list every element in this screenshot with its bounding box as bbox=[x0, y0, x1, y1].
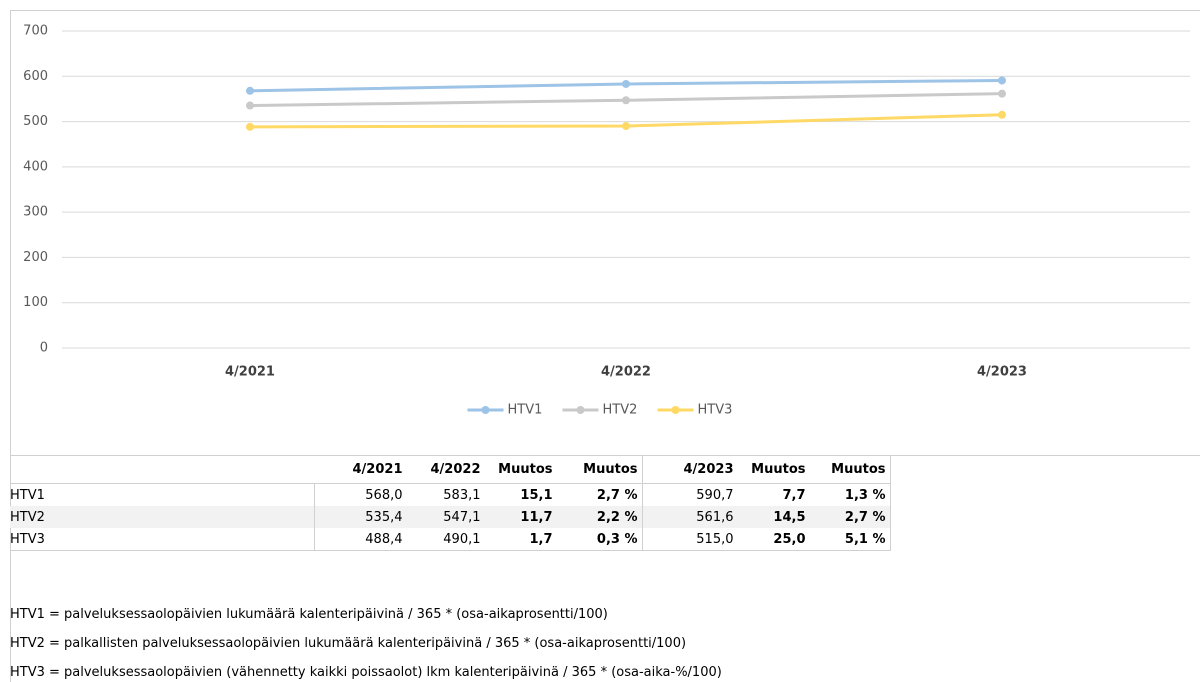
header-row: 4/2021 4/2022 Muutos Muutos 4/2023 Muutos Muut… bbox=[10, 455, 891, 484]
border bbox=[10, 10, 1200, 11]
table-cell: 5,1 % bbox=[809, 528, 891, 551]
data-point bbox=[998, 89, 1006, 98]
table-cell: 515,0 bbox=[642, 528, 738, 551]
row-label: HTV1 bbox=[10, 483, 315, 506]
table-cell: 568,0 bbox=[365, 487, 403, 503]
y-tick-label: 500 bbox=[23, 114, 48, 129]
legend-marker bbox=[671, 406, 680, 414]
header-cell: 4/2021 bbox=[314, 455, 407, 484]
y-tick-label: 300 bbox=[23, 205, 48, 220]
table-cell: 2,7 % bbox=[809, 506, 891, 528]
table-cell: 7,7 bbox=[782, 487, 806, 503]
legend-marker bbox=[576, 406, 585, 414]
border bbox=[10, 10, 11, 682]
data-point bbox=[622, 96, 630, 105]
legend-marker bbox=[481, 406, 490, 414]
table-cell: 590,7 bbox=[696, 487, 734, 503]
table-cell: 1,7 bbox=[484, 528, 557, 551]
row-label: HTV3 bbox=[10, 528, 315, 551]
header-cell bbox=[10, 455, 315, 484]
table-cell: 547,1 bbox=[406, 506, 485, 528]
data-table: 4/2021 4/2022 Muutos Muutos 4/2023 Muutos Muut… bbox=[10, 455, 891, 551]
note: HTV1 = palveluksessaolopäivien lukumäärä… bbox=[10, 607, 608, 622]
table-row: HTV1 568,0 583,1 15,1 2,7 % 590,7 7,7 1,3 % bbox=[10, 483, 891, 506]
legend-label: HTV3 bbox=[698, 403, 733, 418]
note: HTV3 = palveluksessaolopäivien (vähennet… bbox=[10, 665, 722, 680]
data-point bbox=[622, 79, 630, 88]
data-point bbox=[622, 122, 630, 131]
header-cell: 4/2023 bbox=[642, 455, 738, 484]
legend-label: HTV1 bbox=[508, 403, 543, 418]
table-cell: 488,4 bbox=[314, 528, 407, 551]
table-cell: 1,3 % bbox=[809, 483, 891, 506]
table-cell: 2,7 % bbox=[556, 483, 643, 506]
y-tick-label: 700 bbox=[23, 24, 48, 39]
x-tick-label: 4/2023 bbox=[977, 365, 1027, 380]
table-cell: 583,1 bbox=[443, 487, 481, 503]
data-point bbox=[246, 101, 254, 110]
header-cell: Muutos bbox=[484, 455, 557, 484]
data-point bbox=[998, 110, 1006, 119]
y-tick-label: 600 bbox=[23, 69, 48, 84]
y-tick-label: 0 bbox=[40, 341, 48, 356]
data-point bbox=[246, 86, 254, 95]
y-tick-label: 200 bbox=[23, 250, 48, 265]
table-cell: 535,4 bbox=[314, 506, 407, 528]
data-point bbox=[998, 76, 1006, 85]
table-row: HTV2 535,4 547,1 11,7 2,2 % 561,6 14,5 2,7 % bbox=[10, 506, 891, 528]
legend-label: HTV2 bbox=[603, 403, 638, 418]
table-cell: 0,3 % bbox=[556, 528, 643, 551]
header-cell: Muutos bbox=[809, 455, 891, 484]
x-tick-label: 4/2021 bbox=[225, 365, 275, 380]
header-cell: Muutos bbox=[737, 455, 810, 484]
note: HTV2 = palkallisten palveluksessaolopäiv… bbox=[10, 636, 687, 651]
header-cell: 4/2022 bbox=[406, 455, 485, 484]
x-tick-label: 4/2022 bbox=[601, 365, 651, 380]
y-tick-label: 100 bbox=[23, 295, 48, 310]
y-tick-label: 400 bbox=[23, 159, 48, 174]
table-cell: 2,2 % bbox=[556, 506, 643, 528]
header-cell: Muutos bbox=[556, 455, 643, 484]
table-cell: 490,1 bbox=[406, 528, 485, 551]
row-label: HTV2 bbox=[10, 506, 315, 528]
table-row: HTV3 488,4 490,1 1,7 0,3 % 515,0 25,0 5,1 % bbox=[10, 528, 891, 551]
data-point bbox=[246, 122, 254, 131]
table-cell: 25,0 bbox=[737, 528, 810, 551]
table-cell: 561,6 bbox=[642, 506, 738, 528]
chart: 0 100 200 300 400 500 600 700 4/2021 4/2022 4/2023… bbox=[23, 24, 1190, 418]
table-cell: 15,1 bbox=[520, 487, 553, 503]
table-cell: 14,5 bbox=[737, 506, 810, 528]
table-cell: 11,7 bbox=[484, 506, 557, 528]
